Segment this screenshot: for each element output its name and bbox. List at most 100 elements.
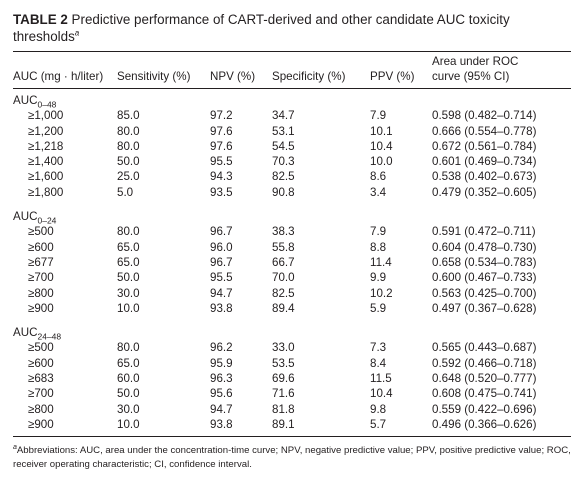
cell-specificity: 54.5	[272, 139, 295, 153]
top-rule	[13, 51, 571, 52]
cell-ppv: 7.9	[370, 225, 387, 239]
header-roc-line1: Area under ROC	[432, 55, 519, 68]
cell-threshold: ≥800	[28, 402, 54, 416]
cell-npv: 97.2	[210, 109, 233, 123]
header-row: AUC (mg · h/liter) Sensitivity (%) NPV (…	[13, 52, 571, 89]
cell-roc: 0.648 (0.520–0.777)	[432, 372, 537, 386]
cell-threshold: ≥677	[28, 255, 54, 269]
group-subscript: 0–24	[37, 215, 57, 226]
table-caption: TABLE 2 Predictive performance of CART-d…	[13, 11, 571, 45]
cell-ppv: 3.4	[370, 185, 387, 199]
cell-roc: 0.658 (0.534–0.783)	[432, 255, 537, 269]
caption-footnote-mark: a	[74, 28, 80, 38]
table-row: ≥1,600 25.0 94.3 82.5 8.6 0.538 (0.402–0.673)	[13, 169, 571, 184]
cell-npv: 96.7	[210, 255, 233, 269]
cell-ppv: 10.2	[370, 286, 393, 300]
cell-specificity: 53.1	[272, 124, 295, 138]
header-roc: Area under ROC curve (95% CI)	[432, 52, 571, 89]
table-row: ≥677 65.0 96.7 66.7 11.4 0.658 (0.534–0.783)	[13, 255, 571, 270]
cell-ppv: 10.0	[370, 155, 393, 169]
cell-specificity: 66.7	[272, 255, 295, 269]
cell-roc: 0.497 (0.367–0.628)	[432, 301, 537, 315]
cell-specificity: 82.5	[272, 170, 295, 184]
cell-sensitivity: 80.0	[117, 139, 140, 153]
cell-ppv: 5.9	[370, 301, 387, 315]
table-row: ≥700 50.0 95.6 71.6 10.4 0.608 (0.475–0.741)	[13, 386, 571, 401]
cell-npv: 96.3	[210, 372, 233, 386]
table-row: ≥1,000 85.0 97.2 34.7 7.9 0.598 (0.482–0.714)	[13, 108, 571, 123]
cell-threshold: ≥1,218	[28, 139, 64, 153]
header-roc-line2: curve (95% CI)	[432, 70, 510, 83]
cell-ppv: 9.9	[370, 271, 387, 285]
cell-roc: 0.592 (0.466–0.718)	[432, 356, 537, 370]
cell-threshold: ≥500	[28, 225, 54, 239]
cell-ppv: 9.8	[370, 402, 387, 416]
cell-specificity: 69.6	[272, 372, 295, 386]
header-sensitivity: Sensitivity (%)	[117, 52, 210, 89]
cell-sensitivity: 5.0	[117, 185, 134, 199]
cell-threshold: ≥1,800	[28, 185, 64, 199]
table-row: ≥900 10.0 93.8 89.1 5.7 0.496 (0.366–0.626)	[13, 417, 571, 432]
group-header-row: AUC0–48	[13, 89, 571, 109]
cell-threshold: ≥1,400	[28, 155, 64, 169]
cell-ppv: 10.4	[370, 139, 393, 153]
footnote-mark: a	[13, 444, 17, 452]
group-label: AUC0–48	[13, 89, 571, 109]
cell-sensitivity: 50.0	[117, 387, 140, 401]
cell-specificity: 82.5	[272, 286, 295, 300]
group-label: AUC24–48	[13, 316, 571, 342]
table-row: ≥683 60.0 96.3 69.6 11.5 0.648 (0.520–0.777)	[13, 371, 571, 386]
cell-sensitivity: 65.0	[117, 240, 140, 254]
cell-ppv: 11.4	[370, 255, 392, 269]
table-row: ≥700 50.0 95.5 70.0 9.9 0.600 (0.467–0.733)	[13, 270, 571, 285]
cell-npv: 93.8	[210, 417, 233, 431]
cell-sensitivity: 50.0	[117, 271, 140, 285]
cell-threshold: ≥683	[28, 372, 54, 386]
table-row: ≥800 30.0 94.7 82.5 10.2 0.563 (0.425–0.700)	[13, 286, 571, 301]
cell-sensitivity: 80.0	[117, 124, 140, 138]
cell-sensitivity: 65.0	[117, 356, 140, 370]
cell-npv: 94.3	[210, 170, 233, 184]
cell-ppv: 11.5	[370, 372, 392, 386]
cell-roc: 0.666 (0.554–0.778)	[432, 124, 537, 138]
cell-ppv: 5.7	[370, 417, 387, 431]
cell-sensitivity: 65.0	[117, 255, 140, 269]
cell-specificity: 90.8	[272, 185, 295, 199]
cell-ppv: 7.9	[370, 109, 387, 123]
cell-threshold: ≥900	[28, 301, 54, 315]
cell-roc: 0.538 (0.402–0.673)	[432, 170, 537, 184]
cell-npv: 95.6	[210, 387, 233, 401]
cell-threshold: ≥1,200	[28, 124, 64, 138]
data-table: AUC (mg · h/liter) Sensitivity (%) NPV (…	[13, 52, 571, 432]
cell-sensitivity: 30.0	[117, 286, 140, 300]
cell-specificity: 33.0	[272, 341, 295, 355]
cell-npv: 93.8	[210, 301, 233, 315]
header-specificity: Specificity (%)	[272, 52, 370, 89]
cell-npv: 93.5	[210, 185, 233, 199]
group-subscript: 24–48	[37, 331, 62, 342]
header-npv: NPV (%)	[210, 52, 272, 89]
table-row: ≥500 80.0 96.2 33.0 7.3 0.565 (0.443–0.687)	[13, 340, 571, 355]
cell-npv: 95.5	[210, 271, 233, 285]
table-row: ≥900 10.0 93.8 89.4 5.9 0.497 (0.367–0.628)	[13, 301, 571, 316]
cell-npv: 96.7	[210, 225, 233, 239]
caption-text: Predictive performance of CART-derived a…	[13, 12, 510, 44]
cell-specificity: 89.1	[272, 417, 295, 431]
cell-threshold: ≥500	[28, 341, 54, 355]
table-row: ≥1,200 80.0 97.6 53.1 10.1 0.666 (0.554–0.778…	[13, 124, 571, 139]
group-header-row: AUC0–24	[13, 200, 571, 226]
cell-threshold: ≥1,600	[28, 170, 64, 184]
cell-specificity: 89.4	[272, 301, 295, 315]
cell-specificity: 38.3	[272, 225, 295, 239]
cell-specificity: 70.0	[272, 271, 295, 285]
cell-sensitivity: 25.0	[117, 170, 140, 184]
table-footnote: aAbbreviations: AUC, area under the conc…	[13, 444, 571, 471]
table-row: ≥1,400 50.0 95.5 70.3 10.0 0.601 (0.469–0.734…	[13, 154, 571, 169]
cell-npv: 95.9	[210, 356, 233, 370]
cell-npv: 97.6	[210, 139, 233, 153]
cell-roc: 0.598 (0.482–0.714)	[432, 109, 537, 123]
cell-sensitivity: 60.0	[117, 372, 140, 386]
cell-roc: 0.565 (0.443–0.687)	[432, 341, 537, 355]
cell-npv: 96.2	[210, 341, 233, 355]
cell-specificity: 81.8	[272, 402, 295, 416]
